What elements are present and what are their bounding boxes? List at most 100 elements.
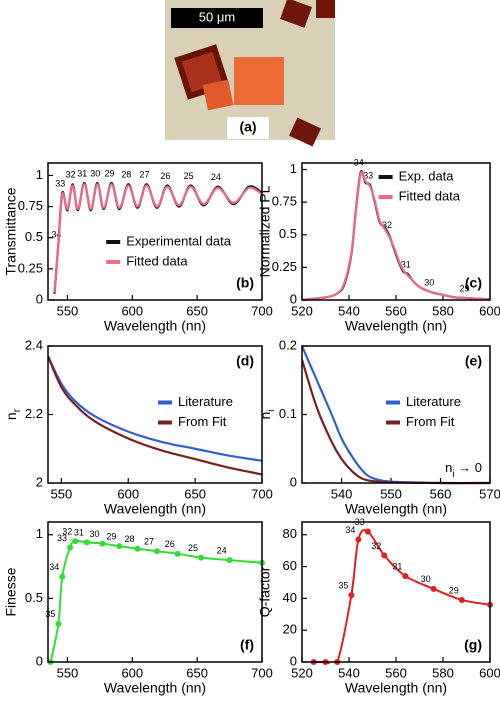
- point-label: 27: [144, 537, 154, 547]
- y-axis-label: Q-factor: [257, 566, 273, 617]
- y-tick-label: 0.5: [25, 590, 43, 605]
- panel-label: (d): [236, 353, 254, 369]
- y-axis-label: Transmittance: [3, 187, 19, 275]
- point-label: 33: [363, 171, 373, 181]
- y-axis-label-part: n: [3, 412, 19, 420]
- x-tick-label: 550: [57, 303, 79, 318]
- x-tick-label: 700: [251, 303, 273, 318]
- x-tick-label: 580: [432, 665, 454, 680]
- point-label: 35: [45, 609, 55, 619]
- crystal: [288, 117, 322, 147]
- y-tick-label: 0.5: [279, 226, 297, 241]
- x-tick-label: 550: [51, 486, 73, 501]
- y-axis-label: Normalized PL: [257, 185, 273, 277]
- crystal: [316, 0, 335, 18]
- point-label: 30: [424, 278, 434, 288]
- point-label: 30: [89, 529, 99, 539]
- legend-label: From Fit: [406, 414, 455, 429]
- legend-label: From Fit: [178, 414, 227, 429]
- data-point: [55, 620, 62, 627]
- y-tick-label: 0: [290, 474, 297, 489]
- y-tick-label: 0.75: [272, 194, 297, 209]
- x-axis-label: Wavelength (nn): [104, 501, 206, 517]
- annotation-part: i: [452, 469, 454, 480]
- data-line: [48, 355, 262, 462]
- y-tick-label: 1: [290, 161, 297, 176]
- x-tick-label: 520: [291, 665, 313, 680]
- point-label: 34: [49, 562, 59, 572]
- point-label: 29: [106, 532, 116, 542]
- y-axis-label-part: i: [266, 409, 277, 411]
- panel-label: (e): [465, 353, 482, 369]
- data-point: [99, 540, 106, 547]
- x-tick-label: 560: [385, 665, 407, 680]
- x-tick-label: 600: [121, 303, 143, 318]
- point-label: 32: [62, 526, 72, 536]
- y-axis-label: nr: [3, 408, 23, 420]
- point-label: 33: [55, 178, 65, 188]
- y-tick-label: 1: [36, 167, 43, 182]
- y-tick-label: 0.1: [279, 406, 297, 421]
- y-tick-label: 0.25: [272, 259, 297, 274]
- plot-frame: [301, 162, 491, 301]
- y-tick-label: 60: [283, 558, 297, 573]
- x-axis-label: Wavelength (nn): [104, 680, 206, 696]
- data-point: [174, 550, 181, 557]
- point-label: 24: [217, 546, 227, 556]
- label-box: [227, 117, 269, 139]
- y-tick-label: 0: [36, 291, 43, 306]
- point-label: 26: [160, 171, 170, 181]
- x-tick-label: 600: [479, 303, 500, 318]
- point-label: 35: [338, 581, 348, 591]
- plot-frame: [301, 521, 491, 663]
- data-line: [302, 170, 490, 302]
- legend-label: Fitted data: [399, 188, 461, 203]
- data-point: [134, 545, 141, 552]
- data-point: [364, 528, 371, 535]
- data-point: [198, 554, 205, 561]
- y-tick-label: 0: [36, 653, 43, 668]
- point-label: 34: [51, 229, 61, 239]
- legend-label: Literature: [178, 394, 233, 409]
- point-label: 31: [401, 259, 411, 269]
- y-axis-label-part: n: [257, 412, 273, 420]
- data-point: [67, 544, 74, 551]
- y-axis-label: ni: [257, 409, 277, 419]
- y-tick-label: 20: [283, 622, 297, 637]
- x-tick-label: 540: [338, 665, 360, 680]
- chart-panel: 520 540 560 580 600 0 20 40 60 80 Wavelength (nn) Q…: [257, 517, 500, 696]
- annotation-part: → 0: [455, 460, 482, 475]
- panel-label: (f): [240, 637, 254, 653]
- x-tick-label: 650: [186, 665, 208, 680]
- data-line: [53, 183, 262, 293]
- y-axis-label: Finesse: [3, 567, 19, 616]
- y-tick-label: 0: [290, 291, 297, 306]
- data-point: [72, 538, 79, 545]
- x-tick-label: 540: [338, 303, 360, 318]
- plot-frame: [47, 162, 263, 301]
- point-label: 25: [184, 171, 194, 181]
- x-tick-label: 600: [117, 486, 139, 501]
- point-label: 32: [66, 170, 76, 180]
- data-point: [116, 543, 123, 550]
- data-point: [83, 539, 90, 546]
- y-tick-label: 0: [290, 653, 297, 668]
- y-tick-label: 40: [283, 590, 297, 605]
- data-point: [402, 573, 409, 580]
- x-tick-label: 700: [251, 665, 273, 680]
- legend-label: Fitted data: [126, 253, 188, 268]
- point-label: 30: [90, 168, 100, 178]
- x-tick-label: 540: [331, 486, 353, 501]
- chart-panel: 550 600 650 700 0 0.5 1 Wavelength (nn) Finesse 3…: [3, 521, 273, 696]
- data-point: [355, 536, 362, 543]
- x-tick-label: 700: [251, 486, 273, 501]
- x-tick-label: 600: [121, 665, 143, 680]
- legend-label: Exp. data: [399, 168, 455, 183]
- point-label: 28: [124, 534, 134, 544]
- panel-label: (g): [464, 637, 482, 653]
- point-label: 32: [371, 541, 381, 551]
- y-tick-label: 2.4: [25, 337, 43, 352]
- panel-label: (a): [239, 119, 256, 135]
